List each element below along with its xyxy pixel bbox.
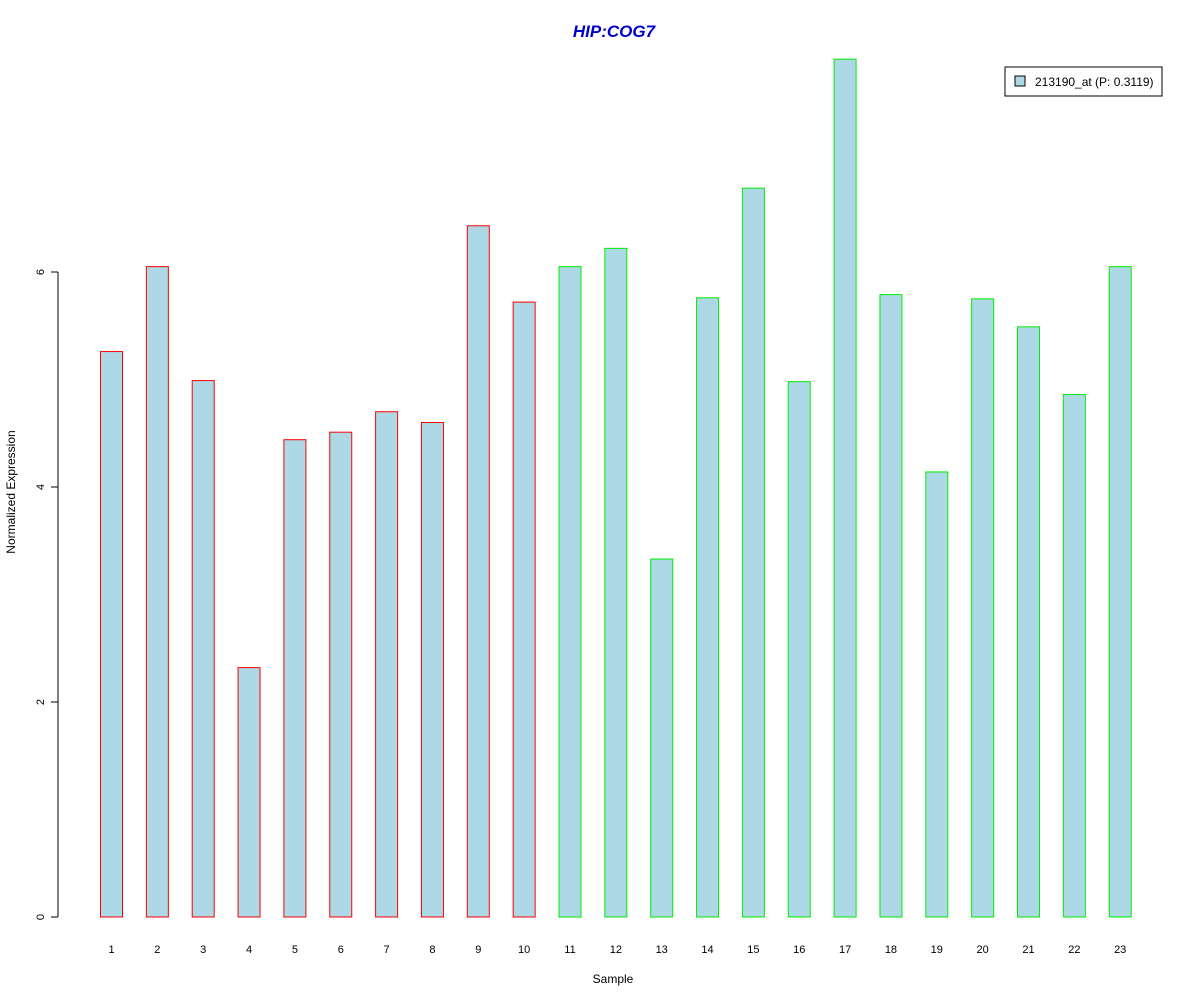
bar-sample-14 xyxy=(696,297,720,918)
bar-sample-6 xyxy=(329,431,353,918)
bar-sample-10 xyxy=(512,301,536,918)
x-tick-labels: 1 2 3 4 5 6 7 8 9 10 11 12 13 14 15 16 17 18 19 20 21 22 23 xyxy=(108,944,1126,956)
x-tick-label: 2 xyxy=(154,944,160,956)
bar-sample-3 xyxy=(191,380,215,918)
x-tick-label: 18 xyxy=(885,944,897,956)
bar-sample-22 xyxy=(1062,394,1086,918)
chart-title: HIP:COG7 xyxy=(573,22,657,41)
legend-label: 213190_at (P: 0.3119) xyxy=(1035,75,1154,89)
x-tick-label: 10 xyxy=(518,944,530,956)
bar-sample-5 xyxy=(283,439,307,918)
x-axis-title: Sample xyxy=(593,972,634,986)
bar-sample-19 xyxy=(925,471,949,918)
x-tick-label: 11 xyxy=(564,944,575,956)
bar-sample-11 xyxy=(558,266,582,918)
bar-sample-16 xyxy=(787,381,811,918)
bar-sample-7 xyxy=(375,411,399,918)
y-axis-title: Normalized Expression xyxy=(4,430,18,553)
x-tick-label: 5 xyxy=(292,944,298,956)
bar-sample-12 xyxy=(604,247,628,918)
x-tick-label: 1 xyxy=(108,944,114,956)
x-tick-label: 19 xyxy=(931,944,943,956)
x-tick-label: 7 xyxy=(384,944,390,956)
bar-sample-13 xyxy=(650,558,674,918)
y-tick-label: 2 xyxy=(35,699,47,705)
bar-sample-4 xyxy=(237,667,261,918)
x-tick-label: 12 xyxy=(610,944,622,956)
bar-sample-20 xyxy=(971,298,995,918)
y-axis: 0 2 4 6 xyxy=(35,269,59,920)
x-tick-label: 3 xyxy=(200,944,206,956)
bar-sample-9 xyxy=(466,225,490,918)
bar-sample-1 xyxy=(100,351,123,918)
bar-sample-18 xyxy=(879,294,903,918)
x-tick-label: 21 xyxy=(1022,944,1034,956)
y-tick-label: 6 xyxy=(35,269,47,275)
bar-sample-2 xyxy=(145,266,169,918)
x-tick-label: 6 xyxy=(338,944,344,956)
bar-sample-15 xyxy=(741,187,765,918)
x-tick-label: 4 xyxy=(246,944,252,956)
x-tick-label: 17 xyxy=(839,944,851,956)
x-tick-label: 13 xyxy=(656,944,668,956)
bar-sample-17 xyxy=(833,58,857,918)
legend: 213190_at (P: 0.3119) xyxy=(1004,66,1163,97)
x-tick-label: 9 xyxy=(475,944,481,956)
x-tick-label: 8 xyxy=(429,944,435,956)
legend-box xyxy=(1004,66,1163,97)
legend-swatch xyxy=(1014,75,1026,87)
bars xyxy=(100,58,1132,918)
x-tick-label: 23 xyxy=(1114,944,1126,956)
bar-sample-23 xyxy=(1108,266,1132,918)
bar-sample-8 xyxy=(420,422,444,918)
y-tick-label: 0 xyxy=(35,914,47,920)
x-tick-label: 22 xyxy=(1068,944,1080,956)
x-tick-label: 16 xyxy=(793,944,805,956)
x-tick-label: 20 xyxy=(977,944,989,956)
x-tick-label: 15 xyxy=(747,944,759,956)
bar-sample-21 xyxy=(1017,326,1040,918)
x-tick-label: 14 xyxy=(701,944,713,956)
y-tick-label: 4 xyxy=(35,484,47,490)
